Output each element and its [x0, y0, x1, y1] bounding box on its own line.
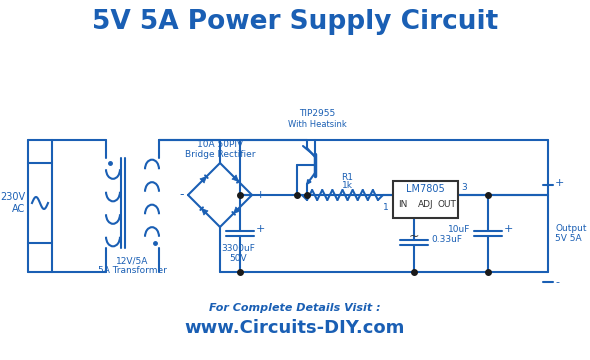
Text: +: +: [555, 178, 565, 188]
Polygon shape: [234, 207, 240, 213]
Text: 3: 3: [461, 183, 467, 192]
Text: ~: ~: [409, 230, 419, 243]
Text: 5V 5A Power Supply Circuit: 5V 5A Power Supply Circuit: [92, 9, 498, 35]
Text: IN: IN: [398, 200, 408, 209]
Text: 10uF: 10uF: [448, 225, 470, 234]
Text: Output
5V 5A: Output 5V 5A: [555, 224, 586, 243]
Text: OUT: OUT: [438, 200, 457, 209]
Polygon shape: [307, 180, 311, 184]
Text: LM7805: LM7805: [406, 184, 445, 194]
Text: ADJ: ADJ: [418, 200, 433, 209]
Text: R1: R1: [342, 173, 353, 182]
Text: 12V/5A
5A Transformer: 12V/5A 5A Transformer: [98, 256, 167, 275]
Text: 1k: 1k: [342, 181, 353, 190]
Text: For Complete Details Visit :: For Complete Details Visit :: [209, 303, 381, 313]
Text: 3300uF
50V: 3300uF 50V: [221, 244, 255, 264]
Text: -: -: [179, 189, 184, 202]
Text: 0.33uF: 0.33uF: [431, 234, 462, 243]
Polygon shape: [232, 175, 238, 181]
Text: TIP2955: TIP2955: [299, 109, 335, 118]
Bar: [393, 181, 458, 218]
Text: 230V
AC: 230V AC: [0, 192, 25, 214]
Polygon shape: [200, 177, 206, 183]
Text: With Heatsink: With Heatsink: [288, 120, 346, 129]
Text: 10A 50PIV
Bridge Rectifier: 10A 50PIV Bridge Rectifier: [185, 140, 255, 159]
Text: +: +: [256, 224, 266, 234]
Text: +: +: [256, 190, 266, 200]
Text: www.Circuits-DIY.com: www.Circuits-DIY.com: [185, 319, 405, 337]
Text: 1: 1: [384, 203, 389, 212]
Polygon shape: [202, 209, 208, 215]
Text: -: -: [555, 277, 559, 287]
Text: +: +: [504, 224, 513, 234]
